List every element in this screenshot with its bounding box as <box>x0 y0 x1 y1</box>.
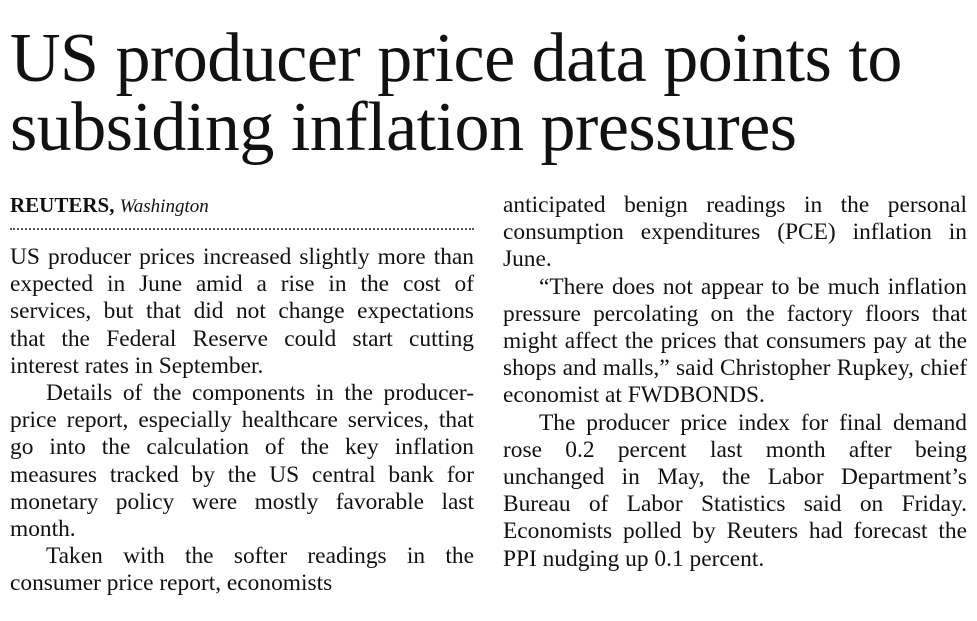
byline-place: Washington <box>119 196 209 217</box>
headline: US producer price data points to subsidi… <box>10 20 902 166</box>
paragraph-continued: anticipated benign readings in the perso… <box>503 192 967 273</box>
paragraph: The producer price index for final deman… <box>503 409 967 572</box>
byline: REUTERS, Washington <box>10 192 474 230</box>
paragraph: US producer prices increased slightly mo… <box>10 244 474 379</box>
byline-agency: REUTERS, <box>10 193 115 217</box>
article-column-right: anticipated benign readings in the perso… <box>503 192 967 573</box>
article-column-left: US producer prices increased slightly mo… <box>10 244 474 598</box>
paragraph: Taken with the softer readings in the co… <box>10 543 474 597</box>
paragraph: “There does not appear to be much inflat… <box>503 273 967 409</box>
paragraph: Details of the components in the produce… <box>10 380 474 543</box>
